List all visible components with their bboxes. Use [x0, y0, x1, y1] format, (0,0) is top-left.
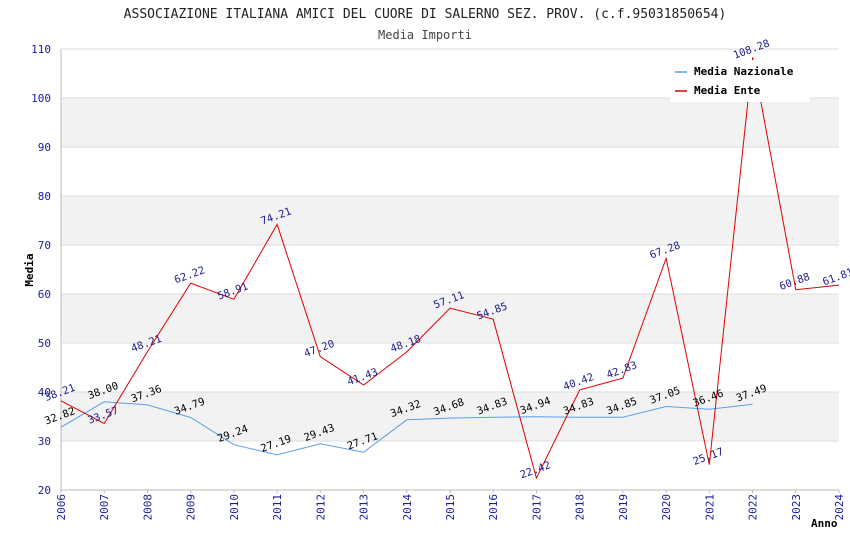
grid-band	[61, 294, 839, 343]
x-tick-label: 2011	[271, 494, 284, 521]
series-line-media-ente	[60, 57, 840, 480]
grid-band	[61, 392, 839, 441]
legend-label-naz: Media Nazionale	[694, 65, 794, 78]
y-tick-label: 50	[38, 337, 51, 350]
x-tick-label: 2024	[833, 494, 846, 521]
x-tick-label: 2012	[314, 494, 327, 521]
x-tick-label: 2023	[790, 494, 803, 521]
x-tick-label: 2018	[574, 494, 587, 521]
y-tick-label: 110	[31, 43, 51, 56]
x-tick-label: 2013	[358, 494, 371, 521]
x-tick-label: 2009	[185, 494, 198, 521]
x-axis-ticks: 2006 2007 2008 2009 2010 2011 2012 2013 2014 2015…	[55, 490, 846, 521]
y-tick-label: 90	[38, 141, 51, 154]
data-label-ente: 25.17	[691, 446, 725, 468]
chart-title: ASSOCIAZIONE ITALIANA AMICI DEL CUORE DI…	[124, 7, 727, 22]
y-tick-label: 100	[31, 92, 51, 105]
data-label-ente: 62.22	[173, 264, 207, 286]
y-tick-label: 40	[38, 386, 51, 399]
series-lines	[60, 57, 840, 480]
x-tick-label: 2014	[401, 494, 414, 521]
y-tick-label: 30	[38, 435, 51, 448]
data-label-ente: 60.88	[778, 271, 812, 293]
data-label-ente: 41.43	[346, 366, 380, 388]
legend: Media Nazionale Media Ente	[670, 60, 810, 102]
y-tick-label: 80	[38, 190, 51, 203]
x-tick-label: 2017	[530, 494, 543, 521]
x-tick-label: 2015	[444, 494, 457, 521]
y-tick-label: 20	[38, 484, 51, 497]
x-tick-label: 2016	[487, 494, 500, 521]
x-tick-label: 2022	[747, 494, 760, 521]
data-label-ente: 22.42	[519, 459, 553, 481]
x-tick-label: 2021	[703, 494, 716, 521]
y-tick-label: 70	[38, 239, 51, 252]
legend-label-ente: Media Ente	[694, 84, 761, 97]
x-tick-label: 2010	[228, 494, 241, 521]
x-tick-label: 2019	[617, 494, 630, 521]
grid-lines	[61, 48, 839, 491]
grid-band	[61, 196, 839, 245]
y-axis-ticks: 20 30 40 50 60 70 80 90 100 110	[31, 43, 51, 497]
y-axis-label: Media	[23, 253, 36, 286]
data-label-ente: 40.42	[562, 371, 596, 393]
chart-subtitle: Media Importi	[378, 28, 472, 42]
y-tick-label: 60	[38, 288, 51, 301]
legend-box	[670, 60, 810, 102]
x-tick-label: 2008	[141, 494, 154, 521]
x-axis-label: Anno	[811, 517, 838, 530]
grid-bands	[61, 98, 839, 441]
data-label-ente: 108.28	[732, 37, 772, 61]
series-line-media-nazionale	[60, 401, 753, 456]
grid-band	[61, 98, 839, 147]
x-tick-label: 2007	[98, 494, 111, 521]
x-tick-label: 2006	[55, 494, 68, 521]
x-tick-label: 2020	[660, 494, 673, 521]
